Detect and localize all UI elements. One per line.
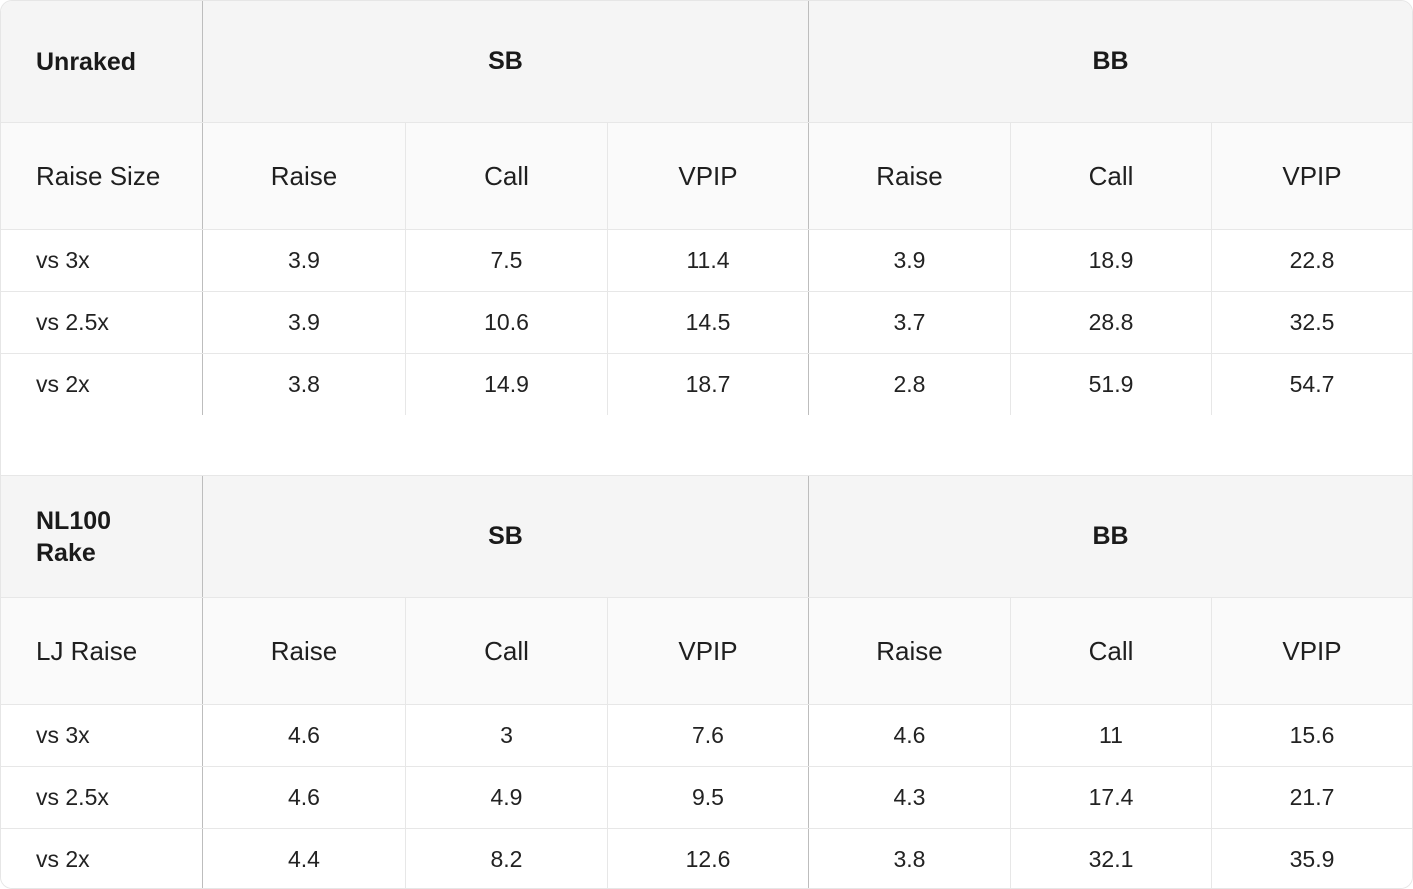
table-cell: 4.6 bbox=[288, 722, 320, 748]
sub-header-row: Raise Size Raise Call VPIP Raise Call VPIP bbox=[1, 123, 1412, 230]
table-cell: 4.9 bbox=[405, 767, 607, 828]
table-cell: 54.7 bbox=[1211, 354, 1412, 415]
row-label: vs 2x bbox=[1, 354, 203, 415]
row-label: vs 3x bbox=[1, 230, 203, 291]
row-label: vs 2x bbox=[1, 829, 203, 888]
table-cell: 3.8 bbox=[808, 829, 1010, 888]
column-header-call: Call bbox=[405, 123, 607, 229]
table-cell: 35.9 bbox=[1211, 829, 1412, 888]
table-spacer bbox=[1, 415, 1412, 476]
column-header-vpip: VPIP bbox=[607, 123, 808, 229]
corner-label: Unraked bbox=[1, 1, 203, 122]
table-cell: 18.7 bbox=[607, 354, 808, 415]
table-cell: 32.1 bbox=[1010, 829, 1211, 888]
table-cell: 4.6 bbox=[808, 705, 1010, 766]
column-header-raise: Raise bbox=[270, 160, 338, 191]
table-row: vs 2.5x 3.9 10.6 14.5 3.7 28.8 32.5 bbox=[1, 292, 1412, 354]
column-header-call: Call bbox=[1010, 598, 1211, 704]
table-cell: 18.9 bbox=[1010, 230, 1211, 291]
table-cell: 28.8 bbox=[1010, 292, 1211, 353]
row-header-label: Raise Size bbox=[1, 123, 203, 229]
table-cell: 4.3 bbox=[808, 767, 1010, 828]
table-cell: 3.8 bbox=[288, 371, 320, 397]
column-header-call: Call bbox=[1010, 123, 1211, 229]
group-header-row: Unraked SB BB bbox=[1, 1, 1412, 123]
table-cell: 3.9 bbox=[288, 247, 320, 273]
table-cell: 51.9 bbox=[1010, 354, 1211, 415]
table-cell: 2.8 bbox=[808, 354, 1010, 415]
table-cell: 3 bbox=[405, 705, 607, 766]
table-cell: 14.9 bbox=[405, 354, 607, 415]
column-header-vpip: VPIP bbox=[607, 598, 808, 704]
row-label: vs 2.5x bbox=[1, 767, 203, 828]
table-cell: 14.5 bbox=[607, 292, 808, 353]
column-header-vpip: VPIP bbox=[1211, 123, 1412, 229]
table-cell: 10.6 bbox=[405, 292, 607, 353]
table-cell: 4.6 bbox=[288, 784, 320, 810]
column-header-vpip: VPIP bbox=[1211, 598, 1412, 704]
table-cell: 8.2 bbox=[405, 829, 607, 888]
group-header-sb: SB bbox=[488, 522, 523, 550]
table-row: vs 2x 3.8 14.9 18.7 2.8 51.9 54.7 bbox=[1, 354, 1412, 416]
column-header-raise: Raise bbox=[808, 123, 1010, 229]
table-cell: 7.6 bbox=[607, 705, 808, 766]
row-label: vs 2.5x bbox=[1, 292, 203, 353]
table-cell: 11 bbox=[1010, 705, 1211, 766]
column-header-raise: Raise bbox=[808, 598, 1010, 704]
group-header-bb: BB bbox=[808, 476, 1412, 597]
group-header-bb: BB bbox=[808, 1, 1412, 122]
table-cell: 15.6 bbox=[1211, 705, 1412, 766]
table-cell: 3.9 bbox=[808, 230, 1010, 291]
corner-label: NL100 Rake bbox=[1, 476, 203, 597]
table-cell: 32.5 bbox=[1211, 292, 1412, 353]
row-header-label: LJ Raise bbox=[1, 598, 203, 704]
table-cell: 3.9 bbox=[288, 309, 320, 335]
table-cell: 21.7 bbox=[1211, 767, 1412, 828]
table-row: vs 3x 4.6 3 7.6 4.6 11 15.6 bbox=[1, 705, 1412, 767]
sub-header-row: LJ Raise Raise Call VPIP Raise Call VPIP bbox=[1, 598, 1412, 705]
row-label: vs 3x bbox=[1, 705, 203, 766]
column-header-raise: Raise bbox=[270, 635, 338, 666]
table-cell: 22.8 bbox=[1211, 230, 1412, 291]
table-cell: 11.4 bbox=[607, 230, 808, 291]
table-row: vs 2x 4.4 8.2 12.6 3.8 32.1 35.9 bbox=[1, 829, 1412, 888]
table-cell: 17.4 bbox=[1010, 767, 1211, 828]
table-row: vs 2.5x 4.6 4.9 9.5 4.3 17.4 21.7 bbox=[1, 767, 1412, 829]
table-cell: 4.4 bbox=[288, 846, 320, 872]
group-header-row: NL100 Rake SB BB bbox=[1, 476, 1412, 598]
table-cell: 3.7 bbox=[808, 292, 1010, 353]
table-cell: 9.5 bbox=[607, 767, 808, 828]
column-header-call: Call bbox=[405, 598, 607, 704]
group-header-sb: SB bbox=[488, 47, 523, 75]
table-row: vs 3x 3.9 7.5 11.4 3.9 18.9 22.8 bbox=[1, 230, 1412, 292]
table-cell: 12.6 bbox=[607, 829, 808, 888]
table-cell: 7.5 bbox=[405, 230, 607, 291]
